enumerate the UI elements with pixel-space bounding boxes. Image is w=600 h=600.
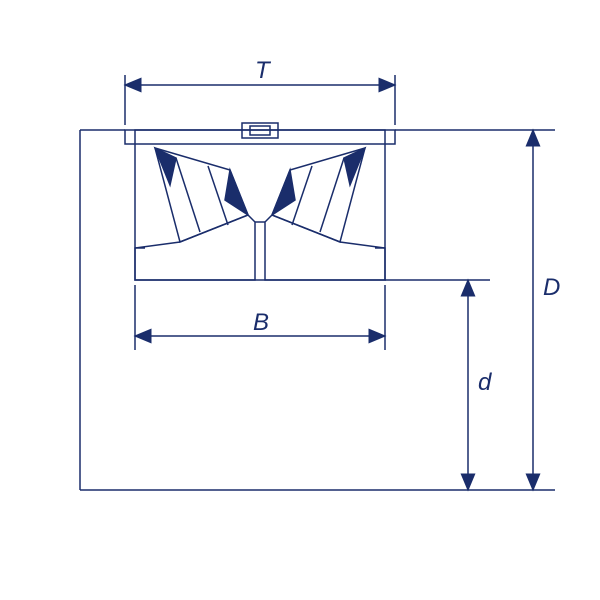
label-d: d	[478, 369, 492, 396]
inner-race-right	[265, 215, 385, 280]
right-roller	[272, 148, 365, 242]
bearing-cross-section: T	[0, 0, 600, 600]
inner-race-left	[135, 215, 255, 280]
left-roller	[155, 148, 248, 242]
label-B: B	[253, 309, 269, 336]
label-D: D	[543, 274, 560, 301]
top-plate	[125, 130, 395, 144]
label-T: T	[255, 57, 272, 84]
